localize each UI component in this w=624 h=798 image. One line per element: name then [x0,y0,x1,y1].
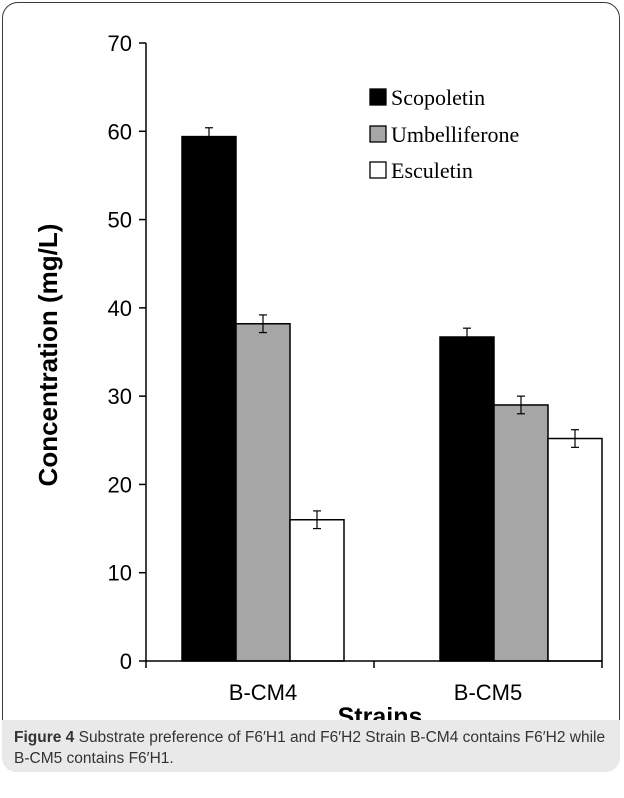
y-tick-label: 20 [108,472,132,497]
legend-swatch [369,125,387,143]
y-axis-ticks: 0 10 20 30 40 50 60 70 [108,31,146,674]
bar [439,336,495,662]
y-tick-label: 70 [108,31,132,56]
legend-swatch [369,161,387,179]
bar [235,322,291,662]
y-tick-label: 60 [108,119,132,144]
y-tick-label: 30 [108,384,132,409]
y-tick-label: 0 [120,649,132,674]
figure-caption: Figure 4 Substrate preference of F6′H1 a… [2,720,620,772]
legend: Scopoletin Umbelliferone Esculetin [369,85,519,183]
axes [145,43,603,668]
y-tick-label: 40 [108,296,132,321]
x-category-label: B-CM4 [229,680,297,705]
caption-text: Substrate preference of F6′H1 and F6′H2 … [14,729,606,767]
x-axis-categories: B-CM4 B-CM5 [229,680,522,705]
x-axis-label: Strains [338,703,423,720]
legend-label: Scopoletin [391,85,485,110]
caption-label: Figure 4 [14,729,75,746]
bar-chart: 0 10 20 30 40 50 60 70 B-CM4 B-CM5 Concentration… [33,31,603,720]
bar [493,404,549,662]
y-tick-label: 50 [108,208,132,233]
x-category-label: B-CM5 [454,680,522,705]
y-tick-label: 10 [108,561,132,586]
bar [289,518,345,662]
bar [547,437,603,662]
bars [181,127,603,662]
legend-label: Umbelliferone [391,122,519,147]
y-axis-label: Concentration (mg/L) [33,224,63,487]
legend-swatch [369,88,387,106]
legend-label: Esculetin [391,158,473,183]
bar [181,135,237,662]
